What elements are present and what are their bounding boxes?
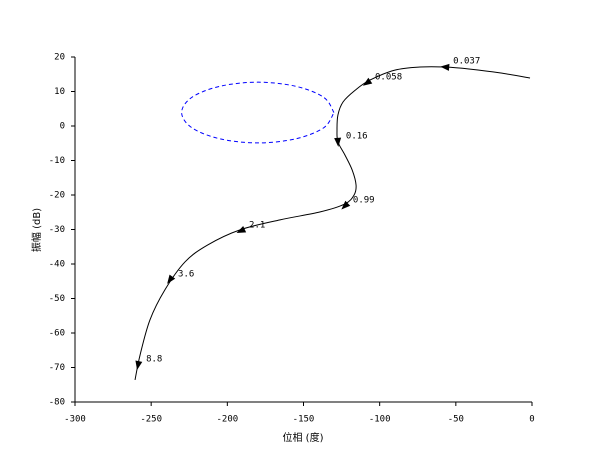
frequency-label: 0.16 xyxy=(346,131,368,141)
x-tick-label: -250 xyxy=(140,415,162,425)
frequency-label: 2.1 xyxy=(249,220,265,230)
frequency-label: 0.99 xyxy=(353,196,375,206)
frequency-label: 0.058 xyxy=(375,72,402,82)
y-axis-title: 振幅 (dB) xyxy=(30,208,43,252)
direction-arrow xyxy=(167,274,176,284)
direction-arrow xyxy=(236,226,247,233)
x-tick-label: -200 xyxy=(216,415,238,425)
frequency-label: 3.6 xyxy=(178,269,194,279)
direction-arrow xyxy=(334,137,342,147)
y-tick-label: -80 xyxy=(49,398,65,408)
direction-arrow xyxy=(135,360,143,370)
direction-arrow xyxy=(341,200,351,210)
y-tick-label: -20 xyxy=(49,191,65,201)
x-tick-label: -150 xyxy=(293,415,315,425)
x-tick-label: 0 xyxy=(529,415,534,425)
frequency-label: 0.037 xyxy=(453,57,480,67)
y-tick-label: -50 xyxy=(49,294,65,304)
x-axis-title: 位相 (度) xyxy=(283,431,324,444)
x-tick-label: -50 xyxy=(448,415,464,425)
y-tick-label: 10 xyxy=(54,87,65,97)
y-tick-label: -40 xyxy=(49,260,65,270)
y-tick-label: 20 xyxy=(54,53,65,63)
y-tick-label: -30 xyxy=(49,225,65,235)
y-tick-label: -60 xyxy=(49,329,65,339)
x-tick-label: -100 xyxy=(369,415,391,425)
y-tick-label: -10 xyxy=(49,156,65,166)
y-tick-label: 0 xyxy=(60,122,65,132)
direction-arrow xyxy=(440,63,450,71)
y-tick-label: -70 xyxy=(49,363,65,373)
x-tick-label: -300 xyxy=(64,415,86,425)
direction-arrow xyxy=(362,77,373,86)
frequency-label: 8.8 xyxy=(146,355,162,365)
curve xyxy=(134,66,531,381)
